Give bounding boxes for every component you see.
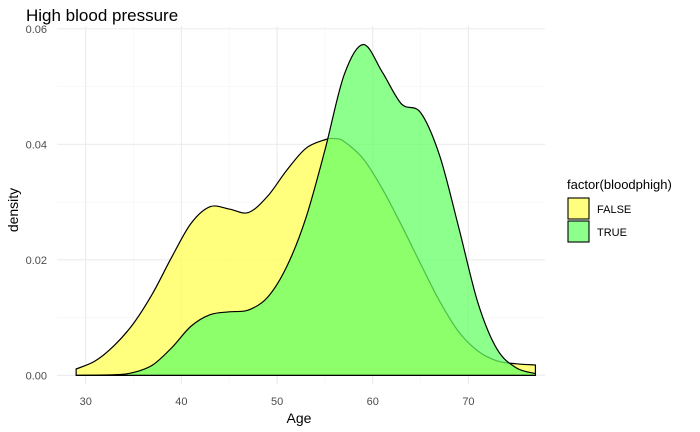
y-tick-label: 0.02 [26,255,47,267]
x-axis-title: Age [287,410,312,426]
legend-label-true: TRUE [597,227,627,239]
y-tick-label: 0.06 [26,24,47,36]
y-tick-label: 0.04 [26,139,47,151]
legend-title: factor(bloodphigh) [567,177,672,192]
legend-label-false: FALSE [597,204,631,216]
chart-title: High blood pressure [26,6,178,25]
x-axis-ticks: 30 40 50 60 70 [80,396,475,408]
legend: factor(bloodphigh) FALSE TRUE [567,177,672,243]
density-areas [75,43,537,376]
x-tick-label: 50 [271,396,283,408]
x-tick-label: 70 [462,396,474,408]
y-axis-ticks: 0.00 0.02 0.04 0.06 [26,24,47,382]
y-tick-label: 0.00 [26,370,47,382]
legend-key-true [567,220,590,243]
y-axis-title: density [5,188,21,232]
x-tick-label: 60 [367,396,379,408]
x-tick-label: 40 [175,396,187,408]
density-area-true [75,43,537,376]
x-tick-label: 30 [80,396,92,408]
legend-key-false [567,197,590,220]
